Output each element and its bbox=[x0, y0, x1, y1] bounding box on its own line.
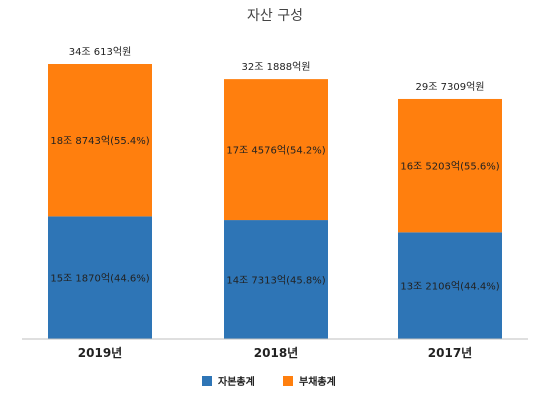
bar-segment-liability-2 bbox=[398, 98, 502, 233]
total-label-2: 29조 7309억원 bbox=[416, 81, 485, 93]
category-label-1: 2018년 bbox=[254, 346, 298, 360]
segment-label-equity-1: 14조 7313억(45.8%) bbox=[226, 275, 325, 287]
segment-label-liability-2: 16조 5203억(55.6%) bbox=[400, 161, 499, 173]
bar-segment-liability-1 bbox=[224, 79, 328, 221]
bar-segment-liability-0 bbox=[48, 64, 152, 217]
legend-label-equity: 자본총계 bbox=[218, 375, 255, 388]
chart-title: 자산 구성 bbox=[247, 8, 303, 24]
bar-segment-equity-1 bbox=[224, 220, 328, 339]
legend-label-liability: 부채총계 bbox=[299, 375, 336, 388]
segment-label-equity-2: 13조 2106억(44.4%) bbox=[400, 281, 499, 293]
segment-label-liability-0: 18조 8743억(55.4%) bbox=[50, 135, 149, 147]
total-label-0: 34조 613억원 bbox=[69, 46, 132, 58]
segment-label-liability-1: 17조 4576억(54.2%) bbox=[226, 145, 325, 157]
category-label-0: 2019년 bbox=[78, 346, 122, 360]
segment-label-equity-0: 15조 1870억(44.6%) bbox=[50, 273, 149, 285]
bar-segment-equity-2 bbox=[398, 232, 502, 339]
total-label-1: 32조 1888억원 bbox=[242, 61, 311, 73]
legend-swatch-equity bbox=[202, 376, 212, 386]
legend: 자본총계 부채총계 bbox=[202, 375, 336, 388]
category-label-2: 2017년 bbox=[428, 346, 472, 360]
legend-swatch-liability bbox=[283, 376, 293, 386]
bars-group: 15조 1870억(44.6%) 18조 8743억(55.4%) 34조 613억… bbox=[48, 46, 502, 360]
bar-segment-equity-0 bbox=[48, 216, 152, 339]
